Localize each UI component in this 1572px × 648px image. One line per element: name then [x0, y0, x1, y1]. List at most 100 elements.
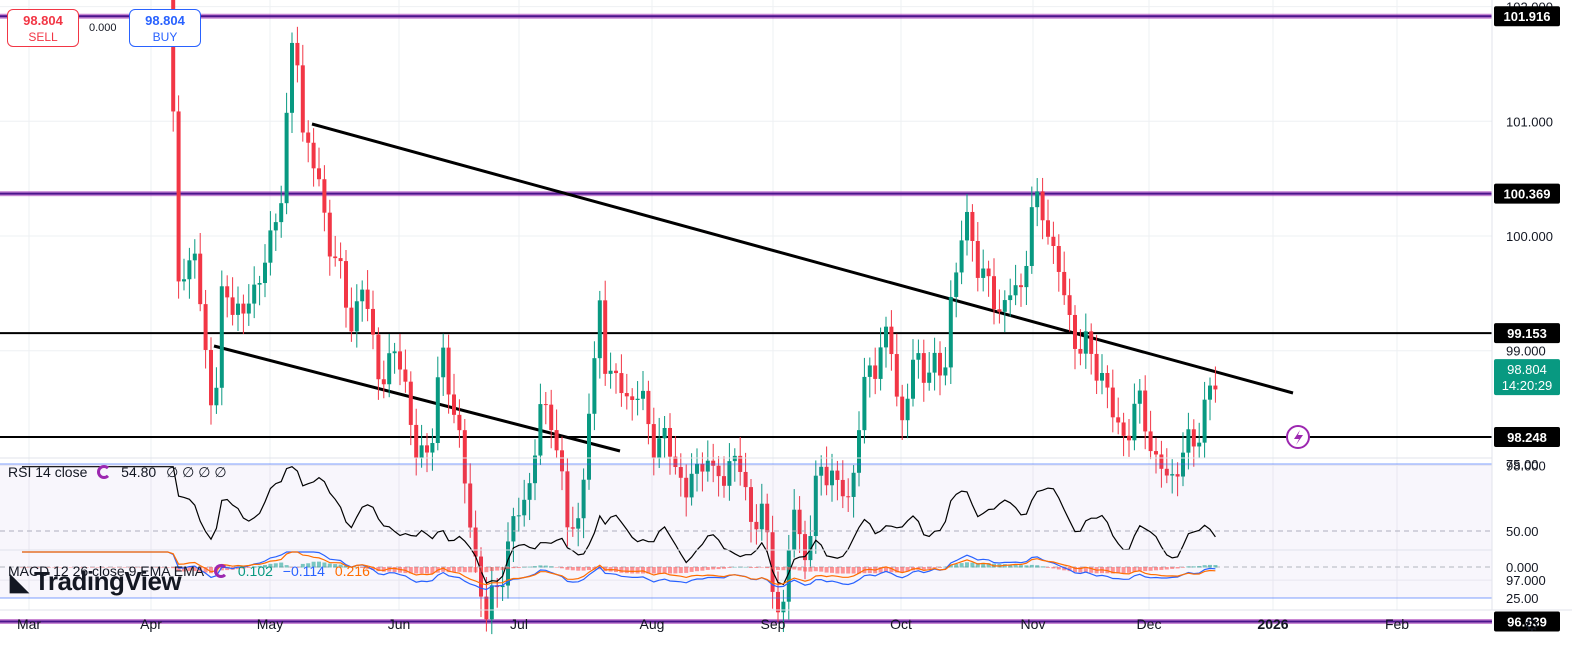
candle-body: [473, 527, 478, 557]
macd-histogram-bar: [781, 567, 786, 571]
macd-histogram-bar: [381, 567, 386, 572]
candle-body: [516, 515, 521, 517]
macd-histogram-bar: [867, 567, 872, 574]
macd-histogram-bar: [392, 567, 397, 573]
candle-body: [322, 179, 327, 213]
buy-price: 98.804: [145, 13, 185, 28]
candle-body: [965, 211, 969, 241]
candle-body: [414, 424, 419, 459]
macd-histogram-bar: [106, 567, 111, 568]
macd-histogram-bar: [203, 567, 208, 573]
level-label-bg: [1494, 611, 1560, 632]
macd-histogram-bar: [824, 567, 829, 573]
macd-legend[interactable]: MACD 12 26 close 9 EMA EMA 0.102 −0.114 …: [8, 563, 376, 579]
candle-body: [781, 601, 786, 613]
candle-body: [986, 268, 991, 277]
macd-histogram-bar: [57, 567, 62, 568]
macd-histogram-bar: [1191, 566, 1196, 568]
gear-icon[interactable]: ⚙: [1523, 615, 1541, 635]
macd-histogram-bar: [1116, 567, 1121, 574]
macd-histogram-bar: [792, 567, 797, 570]
price-tick-label: 99.000: [1506, 344, 1546, 359]
candle-body: [522, 499, 527, 516]
sell-button[interactable]: 98.804 SELL: [7, 9, 79, 47]
macd-histogram-bar: [171, 567, 176, 569]
macd-histogram-bar: [635, 567, 640, 574]
macd-histogram-bar: [138, 567, 143, 568]
candle-body: [678, 467, 683, 478]
candle-body: [1175, 474, 1180, 477]
macd-signal-value: 0.216: [334, 563, 370, 579]
macd-histogram-bar: [1078, 567, 1083, 573]
rsi-legend[interactable]: RSI 14 close 54.80 ∅ ∅ ∅ ∅: [8, 464, 233, 481]
candle-body: [1116, 417, 1121, 423]
candlestick-series: [171, 0, 1218, 635]
macd-histogram-bar: [263, 564, 267, 568]
macd-histogram-bar: [84, 567, 89, 568]
candle-body: [749, 487, 753, 522]
candle-body: [1019, 285, 1023, 288]
macd-histogram-bar: [554, 567, 559, 568]
macd-histogram-bar: [306, 563, 311, 568]
macd-histogram-bar: [425, 567, 429, 574]
macd-histogram-bar: [630, 567, 635, 574]
candle-body: [538, 404, 543, 456]
macd-histogram-bar: [830, 567, 834, 573]
candle-body: [1100, 372, 1104, 381]
candle-body: [943, 367, 948, 376]
trendline-lower: [213, 344, 621, 453]
candle-body: [1062, 271, 1067, 296]
candle-body: [1213, 385, 1218, 390]
candle-body: [619, 373, 624, 394]
macd-histogram-bar: [678, 567, 683, 574]
macd-histogram-bar: [1008, 564, 1013, 568]
level-label-bg: [1494, 323, 1560, 344]
candle-body: [581, 479, 586, 519]
macd-histogram-bar: [965, 562, 969, 568]
candle-body: [500, 585, 505, 588]
candle-body: [630, 396, 635, 400]
candle-body: [641, 390, 645, 399]
macd-histogram-bar: [52, 567, 57, 568]
candle-body: [646, 390, 651, 425]
macd-histogram-bar: [122, 567, 127, 568]
candle-body: [932, 352, 937, 373]
macd-hist-value: 0.102: [237, 563, 273, 579]
candle-body: [927, 372, 932, 383]
candle-body: [662, 427, 667, 439]
candle-body: [403, 369, 408, 382]
macd-histogram-bar: [30, 567, 35, 568]
refresh-icon[interactable]: [213, 564, 228, 578]
buy-button[interactable]: 98.804 BUY: [129, 9, 201, 47]
macd-histogram-bar: [711, 567, 716, 570]
level-label-bg: [1494, 6, 1560, 27]
candle-body: [306, 132, 311, 143]
candle-body: [862, 376, 867, 431]
macd-histogram-bar: [732, 566, 737, 568]
macd-histogram-bar: [333, 564, 338, 568]
macd-histogram-bar: [1170, 567, 1175, 569]
macd-histogram-bar: [360, 567, 365, 568]
candle-body: [1121, 422, 1126, 436]
candle-body: [171, 0, 176, 112]
macd-histogram-bar: [1181, 567, 1185, 568]
candle-body: [916, 353, 921, 360]
sell-label: SELL: [28, 30, 58, 44]
macd-histogram-bar: [117, 567, 122, 568]
macd-histogram-bar: [268, 563, 273, 568]
time-tick-label: Jun: [388, 616, 411, 632]
refresh-icon[interactable]: [97, 465, 112, 479]
macd-histogram-bar: [560, 567, 564, 569]
candle-body: [435, 377, 440, 444]
candle-body: [673, 456, 678, 468]
candle-body: [1083, 331, 1088, 354]
macd-histogram-bar: [47, 567, 51, 568]
candle-body: [441, 347, 446, 378]
candle-body: [592, 358, 597, 414]
candle-body: [187, 260, 192, 280]
candle-body: [1127, 435, 1131, 441]
candle-body: [1067, 295, 1072, 315]
macd-histogram-bar: [662, 567, 667, 574]
candle-body: [333, 256, 338, 259]
